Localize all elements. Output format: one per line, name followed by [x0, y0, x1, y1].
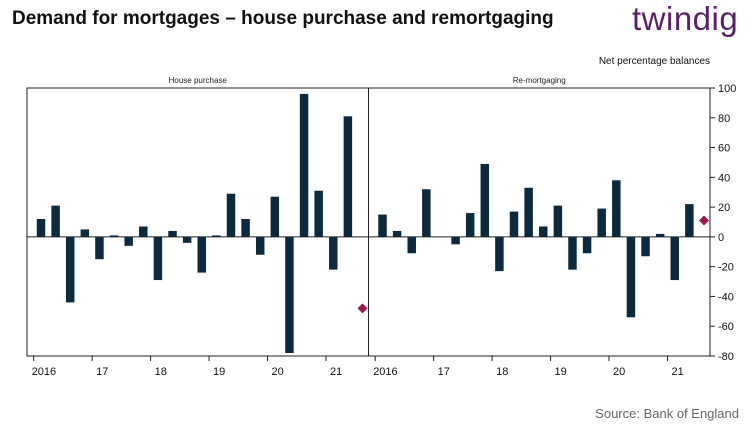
house-purchase-bar — [139, 226, 148, 237]
re-mortgaging-bar — [568, 236, 577, 270]
house-purchase-bar — [329, 236, 338, 270]
house-purchase-bar — [124, 236, 133, 246]
re-mortgaging-bar — [422, 189, 431, 237]
house-purchase-bar — [80, 229, 90, 237]
re-mortgaging-bar — [509, 211, 519, 237]
re-mortgaging-bar — [392, 230, 402, 237]
y-tick-label: 60 — [718, 143, 730, 155]
x-tick-label: 21 — [671, 366, 683, 378]
re-mortgaging-bar — [670, 236, 680, 281]
re-mortgaging-panel-title: Re-mortgaging — [513, 76, 566, 85]
house-purchase-bar — [299, 93, 309, 237]
house-purchase-panel-title: House purchase — [169, 76, 228, 85]
house-purchase-bar — [212, 235, 221, 237]
re-mortgaging-bar — [539, 226, 548, 237]
house-purchase-bar — [65, 236, 75, 303]
house-purchase-bar — [51, 205, 60, 237]
house-purchase-bar — [255, 236, 265, 255]
house-purchase-bar — [182, 236, 192, 243]
house-purchase-bar — [95, 236, 104, 260]
house-purchase-bar — [270, 196, 280, 237]
x-tick-label: 2016 — [373, 366, 397, 378]
y-tick-label: 0 — [718, 232, 724, 244]
x-tick-label: 18 — [155, 366, 167, 378]
house-purchase-bar — [36, 219, 46, 237]
re-mortgaging-bar — [582, 236, 592, 254]
x-tick-label: 17 — [96, 366, 108, 378]
units-label: Net percentage balances — [599, 56, 710, 67]
house-purchase-bar — [241, 219, 250, 237]
re-mortgaging-bar — [407, 236, 416, 254]
page-title: Demand for mortgages – house purchase an… — [12, 8, 554, 29]
house-purchase-bar — [343, 116, 353, 237]
y-tick-label: -80 — [718, 351, 734, 363]
house-purchase-projection-marker — [357, 303, 368, 314]
x-tick-label: 2016 — [32, 366, 56, 378]
re-mortgaging-bar — [451, 236, 460, 245]
x-tick-label: 19 — [213, 366, 225, 378]
re-mortgaging-bar — [495, 236, 504, 272]
house-purchase-bar — [153, 236, 163, 281]
x-tick-label: 18 — [496, 366, 508, 378]
re-mortgaging-bar — [524, 187, 533, 237]
x-tick-label: 21 — [330, 366, 342, 378]
house-purchase-bar — [226, 193, 236, 237]
house-purchase-bar — [197, 236, 206, 273]
house-purchase-bar — [168, 230, 177, 237]
re-mortgaging-projection-marker — [699, 215, 709, 226]
brand-logo: twindig — [632, 0, 739, 37]
re-mortgaging-bar — [685, 204, 694, 237]
re-mortgaging-bar — [378, 214, 387, 237]
y-tick-label: -40 — [718, 291, 734, 303]
re-mortgaging-bar — [465, 213, 475, 237]
y-tick-label: 20 — [718, 202, 730, 214]
house-purchase-bar — [314, 190, 323, 237]
y-tick-label: -60 — [718, 321, 734, 333]
re-mortgaging-bar — [655, 233, 665, 237]
x-tick-label: 20 — [272, 366, 284, 378]
y-tick-label: 100 — [718, 83, 736, 95]
re-mortgaging-bar — [480, 163, 490, 237]
x-tick-label: 17 — [438, 366, 450, 378]
y-tick-label: -20 — [718, 262, 734, 274]
re-mortgaging-bar — [553, 205, 563, 237]
house-purchase-bar — [285, 236, 294, 354]
y-tick-label: 80 — [718, 113, 730, 125]
x-tick-label: 19 — [555, 366, 567, 378]
y-tick-label: 40 — [718, 172, 730, 184]
source-note: Source: Bank of England — [595, 406, 739, 421]
x-tick-label: 20 — [613, 366, 625, 378]
house-purchase-bar — [109, 235, 119, 237]
re-mortgaging-bar — [597, 208, 606, 237]
re-mortgaging-bar — [641, 236, 650, 257]
re-mortgaging-bar — [626, 236, 636, 318]
re-mortgaging-bar — [612, 180, 621, 237]
